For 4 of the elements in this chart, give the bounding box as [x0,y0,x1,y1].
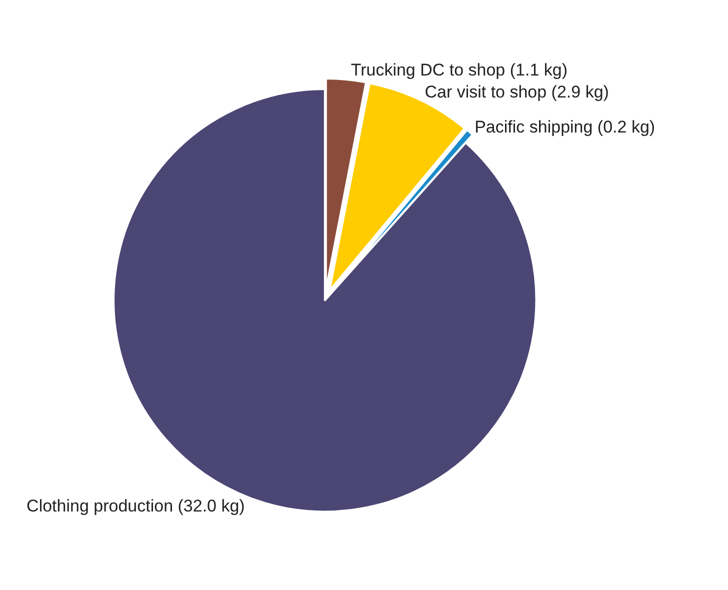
slice-label: Pacific shipping (0.2 kg) [474,117,656,136]
slice-label: Clothing production (32.0 kg) [26,496,245,516]
slice-label: Trucking DC to shop (1.1 kg) [350,60,568,80]
slice-label: Car visit to shop (2.9 kg) [424,82,609,102]
